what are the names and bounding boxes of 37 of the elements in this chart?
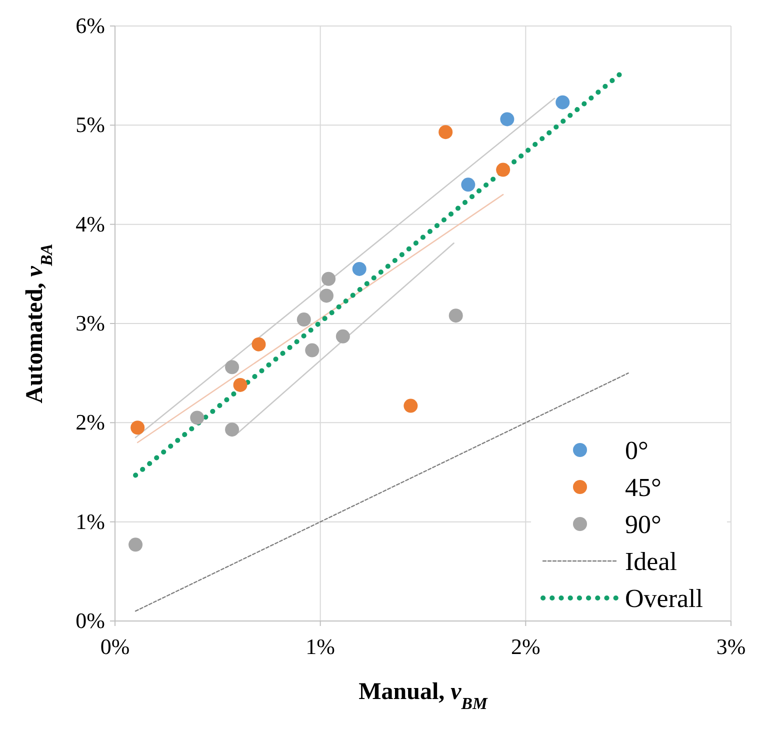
x-tick-label: 0% (100, 634, 130, 659)
y-tick-label: 1% (76, 508, 105, 534)
y-tick-label: 5% (76, 112, 105, 138)
y-tick-label: 3% (76, 310, 105, 336)
legend-label: Ideal (625, 547, 677, 576)
legend-label: 45° (625, 473, 662, 502)
point (438, 125, 453, 140)
point (336, 329, 350, 344)
y-tick-label: 6% (76, 13, 105, 38)
point (448, 308, 463, 323)
point (319, 288, 334, 303)
point (322, 272, 336, 286)
point (296, 312, 311, 327)
point (556, 95, 570, 110)
point (233, 378, 248, 392)
x-tick-label: 3% (716, 634, 746, 659)
point (130, 420, 145, 435)
legend-label: 90° (625, 510, 662, 539)
y-tick-label: 0% (76, 608, 105, 633)
x-axis-title: Manual, v$_{BM}$ (358, 679, 488, 712)
point (128, 538, 143, 552)
point (225, 422, 240, 437)
point (252, 337, 266, 352)
point (404, 398, 418, 413)
legend-label: 0° (625, 436, 648, 465)
y-tick-label: 2% (76, 410, 105, 435)
y-tick-label: 4% (76, 211, 105, 236)
point (352, 262, 366, 276)
x-tick-label: 1% (306, 634, 335, 659)
point (190, 410, 204, 425)
point (496, 162, 510, 177)
x-tick-label: 2% (511, 634, 540, 659)
point (461, 178, 476, 192)
point (500, 112, 514, 126)
point (305, 343, 320, 358)
point (225, 360, 240, 374)
legend-label: Overall (625, 584, 703, 613)
